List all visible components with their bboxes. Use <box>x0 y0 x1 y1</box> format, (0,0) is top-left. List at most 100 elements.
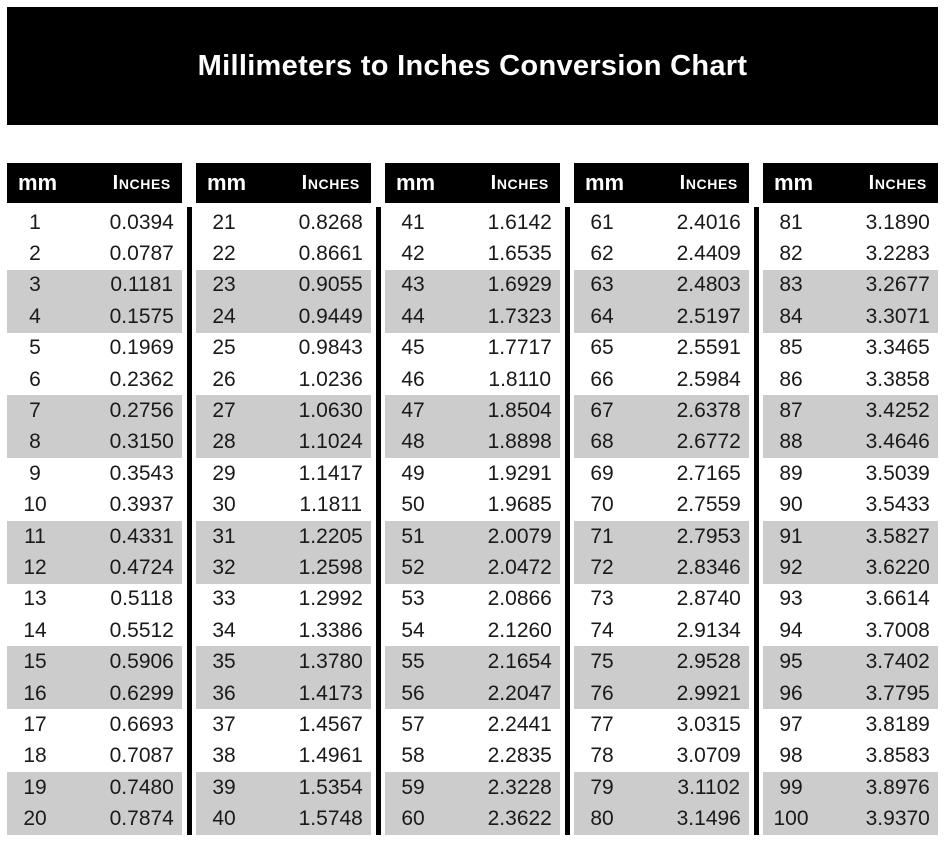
inches-value: 2.5984 <box>676 367 741 391</box>
table-row: 73 2.8740 <box>574 583 749 616</box>
table-row: 39 1.5354 <box>196 772 371 804</box>
inches-column-header: Inches <box>301 171 360 194</box>
mm-value: 43 <box>401 273 425 297</box>
mm-value: 39 <box>212 775 236 799</box>
table-row: 20 0.7874 <box>7 803 182 835</box>
inches-value: 3.7795 <box>865 681 930 705</box>
table-row: 7 0.2756 <box>7 395 182 427</box>
inches-value: 1.3780 <box>298 650 363 674</box>
mm-value: 95 <box>779 650 803 674</box>
mm-column-header: mm <box>585 170 625 195</box>
inches-value: 2.9528 <box>676 650 741 674</box>
conversion-block-5: mm Inches 81 3.1890 82 3.2283 83 3.2677 84 3.3071… <box>763 163 938 835</box>
inches-value: 1.1811 <box>299 493 363 517</box>
inches-value: 3.2677 <box>865 273 930 297</box>
table-row: 67 2.6378 <box>574 395 749 427</box>
block-divider <box>565 207 570 835</box>
mm-value: 83 <box>779 273 803 297</box>
inches-value: 2.8346 <box>676 555 741 579</box>
mm-value: 75 <box>590 650 614 674</box>
inches-value: 0.9055 <box>298 273 363 297</box>
inches-value: 2.3622 <box>487 807 552 831</box>
inches-value: 3.0709 <box>676 744 741 768</box>
mm-value: 28 <box>212 430 236 454</box>
inches-value: 0.5512 <box>109 618 174 642</box>
mm-value: 50 <box>401 493 425 517</box>
table-row: 23 0.9055 <box>196 269 371 302</box>
table-row: 68 2.6772 <box>574 426 749 459</box>
inches-value: 1.4567 <box>298 712 363 736</box>
table-row: 85 3.3465 <box>763 332 938 364</box>
table-row: 98 3.8583 <box>763 740 938 773</box>
table-row: 76 2.9921 <box>574 677 749 710</box>
table-row: 91 3.5827 <box>763 520 938 553</box>
mm-value: 92 <box>779 555 803 579</box>
inches-value: 0.3150 <box>109 430 174 454</box>
inches-value: 2.4409 <box>676 242 741 266</box>
mm-value: 5 <box>29 336 41 360</box>
table-row: 4 0.1575 <box>7 301 182 333</box>
table-row: 33 1.2992 <box>196 583 371 616</box>
inches-value: 2.7953 <box>676 524 741 548</box>
table-row: 50 1.9685 <box>385 489 560 521</box>
mm-value: 4 <box>29 304 41 328</box>
inches-value: 3.7402 <box>865 650 930 674</box>
mm-value: 24 <box>212 304 236 328</box>
conversion-table: mm Inches 1 0.0394 2 0.0787 3 0.1181 4 0.1575 5 0.1… <box>7 163 938 835</box>
inches-value: 0.8661 <box>298 242 363 266</box>
mm-value: 37 <box>212 712 236 736</box>
table-row: 3 0.1181 <box>7 269 182 302</box>
block-divider <box>376 207 381 835</box>
block-divider <box>187 207 192 835</box>
block-divider <box>754 207 759 835</box>
mm-value: 91 <box>779 524 803 548</box>
table-row: 47 1.8504 <box>385 395 560 427</box>
table-row: 18 0.7087 <box>7 740 182 773</box>
mm-column-header: mm <box>207 170 247 195</box>
table-row: 25 0.9843 <box>196 332 371 364</box>
mm-value: 73 <box>590 587 614 611</box>
table-row: 48 1.8898 <box>385 426 560 459</box>
table-row: 41 1.6142 <box>385 207 560 239</box>
mm-value: 70 <box>590 493 614 517</box>
mm-value: 89 <box>779 461 803 485</box>
inches-value: 0.3937 <box>109 493 174 517</box>
inches-value: 2.8740 <box>676 587 741 611</box>
table-row: 17 0.6693 <box>7 709 182 741</box>
mm-column-header: mm <box>396 170 436 195</box>
mm-value: 55 <box>401 650 425 674</box>
inches-value: 3.1890 <box>865 210 930 234</box>
inches-value: 3.6614 <box>865 587 930 611</box>
table-row: 22 0.8661 <box>196 238 371 270</box>
mm-column-header: mm <box>774 170 814 195</box>
table-row: 54 2.1260 <box>385 615 560 647</box>
table-row: 6 0.2362 <box>7 363 182 396</box>
table-row: 34 1.3386 <box>196 615 371 647</box>
table-row: 53 2.0866 <box>385 583 560 616</box>
inches-value: 0.4724 <box>109 555 174 579</box>
mm-value: 59 <box>401 775 425 799</box>
mm-value: 85 <box>779 336 803 360</box>
mm-value: 66 <box>590 367 614 391</box>
mm-value: 88 <box>779 430 803 454</box>
table-row: 65 2.5591 <box>574 332 749 364</box>
inches-value: 3.3071 <box>865 304 930 328</box>
inches-value: 2.9134 <box>676 618 741 642</box>
inches-value: 2.1260 <box>487 618 552 642</box>
mm-value: 25 <box>212 336 236 360</box>
mm-value: 93 <box>779 587 803 611</box>
block-rows: 1 0.0394 2 0.0787 3 0.1181 4 0.1575 5 0.1969 6 0.23… <box>7 207 182 835</box>
mm-value: 68 <box>590 430 614 454</box>
mm-value: 69 <box>590 461 614 485</box>
mm-value: 20 <box>23 807 47 831</box>
table-row: 12 0.4724 <box>7 552 182 584</box>
table-row: 84 3.3071 <box>763 301 938 333</box>
conversion-block-2: mm Inches 21 0.8268 22 0.8661 23 0.9055 24 0.9449… <box>196 163 371 835</box>
inches-value: 2.6378 <box>676 399 741 423</box>
block-rows: 81 3.1890 82 3.2283 83 3.2677 84 3.3071 85 3.3465… <box>763 207 938 835</box>
inches-value: 1.2598 <box>298 555 363 579</box>
inches-value: 1.8504 <box>487 399 552 423</box>
table-row: 64 2.5197 <box>574 301 749 333</box>
table-row: 28 1.1024 <box>196 426 371 459</box>
